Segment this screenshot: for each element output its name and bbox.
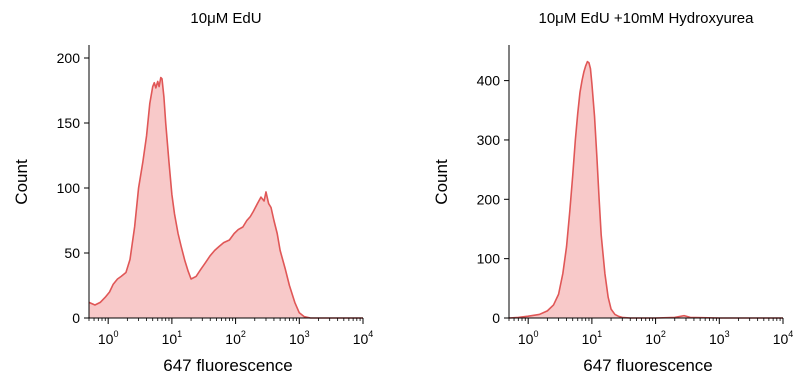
histogram-edu: 10μM EdU Count 647 fluorescence 0 50 100 150 20… (12, 10, 373, 373)
y-tick-label: 200 (477, 191, 501, 207)
x-tick-label: 102 (225, 329, 246, 347)
y-tick-label: 100 (477, 251, 501, 267)
histogram-line (508, 60, 783, 319)
histogram-area (89, 77, 363, 318)
x-tick-label: 103 (709, 329, 730, 347)
chart-title: 10μM EdU (190, 10, 261, 27)
x-tick-label: 103 (289, 329, 310, 347)
y-tick-label: 200 (57, 50, 81, 66)
x-axis-label: 647 fluorescence (163, 356, 292, 373)
x-tick-label: 100 (518, 329, 539, 347)
x-tick-label: 101 (582, 329, 603, 347)
x-tick-label: 104 (353, 329, 374, 347)
x-tick-label: 100 (98, 329, 119, 347)
y-axis-label: Count (12, 159, 31, 205)
y-tick-label: 0 (72, 310, 80, 326)
histogram-line (88, 76, 363, 319)
y-tick-label: 50 (64, 245, 80, 261)
chart-title: 10μM EdU +10mM Hydroxyurea (539, 10, 755, 27)
y-tick-label: 100 (57, 180, 81, 196)
x-axis-label: 647 fluorescence (583, 356, 712, 373)
y-tick-label: 0 (492, 310, 500, 326)
y-tick-label: 300 (477, 132, 501, 148)
y-tick-label: 150 (57, 115, 81, 131)
x-tick-label: 102 (645, 329, 666, 347)
x-tick-label: 104 (773, 329, 794, 347)
x-tick-label: 101 (162, 329, 183, 347)
y-axis-label: Count (432, 159, 451, 205)
histogram-area (509, 61, 783, 319)
y-tick-label: 400 (477, 73, 501, 89)
histogram-edu-hydroxyurea: 10μM EdU +10mM Hydroxyurea Count 647 fluor… (432, 10, 793, 373)
